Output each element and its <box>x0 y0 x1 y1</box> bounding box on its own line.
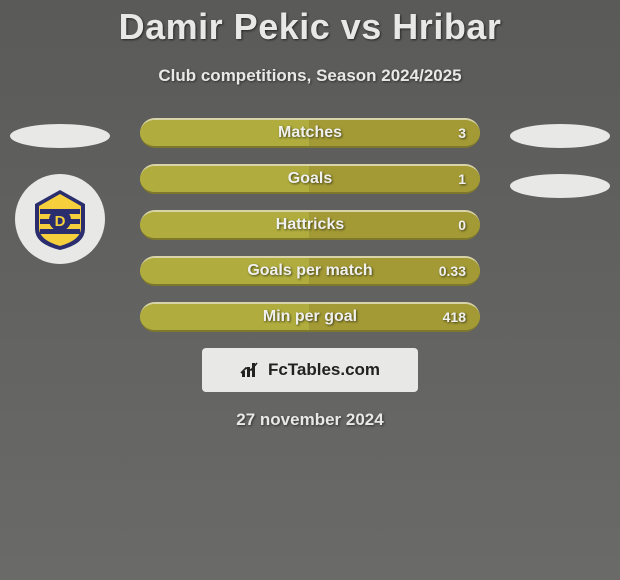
bar-fill-right <box>310 166 480 192</box>
stat-row-hattricks: Hattricks 0 <box>140 210 480 240</box>
stat-label: Matches <box>278 124 342 142</box>
stat-row-min-per-goal: Min per goal 418 <box>140 302 480 332</box>
content-area: D Matches 3 Goals 1 <box>0 118 620 430</box>
brand-box[interactable]: FcTables.com <box>202 348 418 392</box>
stat-label: Goals per match <box>247 262 372 280</box>
bar-chart-icon <box>240 361 262 379</box>
stat-row-goals-per-match: Goals per match 0.33 <box>140 256 480 286</box>
stat-label: Goals <box>288 170 332 188</box>
player-placeholder-badge <box>10 124 110 148</box>
domzale-crest-icon: D <box>25 184 95 254</box>
club-badge-domzale: D <box>15 174 105 264</box>
club-placeholder-badge <box>510 174 610 198</box>
stat-label: Min per goal <box>263 308 357 326</box>
left-badge-column: D <box>0 118 120 264</box>
subtitle: Club competitions, Season 2024/2025 <box>0 66 620 86</box>
stat-row-matches: Matches 3 <box>140 118 480 148</box>
stat-bars: Matches 3 Goals 1 Hattricks 0 <box>140 118 480 332</box>
bar-fill-left <box>140 166 310 192</box>
stat-right-value: 1 <box>458 171 466 187</box>
stat-label: Hattricks <box>276 216 344 234</box>
stat-right-value: 3 <box>458 125 466 141</box>
page-title: Damir Pekic vs Hribar <box>0 0 620 48</box>
stat-right-value: 418 <box>443 309 466 325</box>
stat-right-value: 0 <box>458 217 466 233</box>
svg-text:D: D <box>55 213 66 230</box>
right-badge-column <box>500 118 620 224</box>
comparison-card: Damir Pekic vs Hribar Club competitions,… <box>0 0 620 580</box>
stat-row-goals: Goals 1 <box>140 164 480 194</box>
brand-label: FcTables.com <box>268 360 380 380</box>
stat-right-value: 0.33 <box>439 263 466 279</box>
player-placeholder-badge <box>510 124 610 148</box>
date-label: 27 november 2024 <box>0 410 620 430</box>
